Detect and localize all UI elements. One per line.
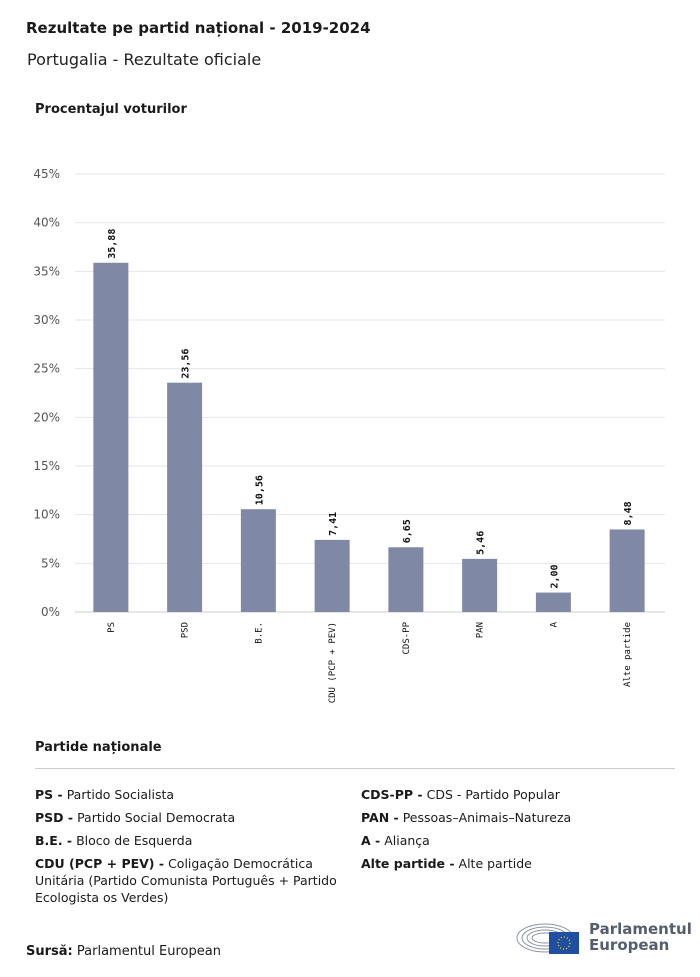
y-tick-label: 15% [33,459,60,473]
y-tick-label: 10% [33,508,60,522]
y-tick-label: 40% [33,216,60,230]
legend-item: PS - Partido Socialista [35,787,175,802]
y-tick-label: 20% [33,410,60,424]
legend-item: Alte partide - Alte partide [361,856,532,871]
legend-divider [35,768,675,769]
legend-title: Partide naționale [35,740,162,755]
bar [535,592,571,612]
data-label: 8,48 [623,501,634,525]
x-tick-label: Alte partide [623,622,633,687]
y-tick-label: 25% [33,362,60,376]
data-label: 5,46 [476,531,487,555]
bar [609,529,645,612]
bar-chart: 0% 5% 10% 15% 20% 25% 30% 35% 40% 45% 35,88 PS 23,56… [33,167,665,703]
y-tick-label: 35% [33,264,60,278]
x-tick-label: CDS-PP [402,621,412,654]
data-label: 35,88 [107,229,118,259]
page-title: Rezultate pe partid național - 2019-2024 [26,19,371,37]
y-tick-label: 5% [41,556,60,570]
legend-item: A - Aliança [361,833,430,848]
bar [388,547,424,612]
x-tick-label: CDU (PCP + PEV) [328,622,338,703]
legend-item: PAN - Pessoas–Animais–Natureza [361,810,572,825]
legend-item: B.E. - Bloco de Esquerda [35,833,193,848]
y-axis-label: Procentajul voturilor [35,102,187,117]
bar [167,382,203,612]
bar [314,539,350,612]
legend-right: CDS-PP - CDS - Partido Popular PAN - Pes… [361,786,681,878]
parliament-logo-icon [516,923,579,954]
data-label: 7,41 [328,512,339,536]
x-tick-label: B.E. [254,622,264,644]
legend-left: PS - Partido Socialista PSD - Partido So… [35,786,345,912]
page-subtitle: Portugalia - Rezultate oficiale [27,50,262,69]
x-tick-label: PSD [181,622,191,638]
y-tick-label: 0% [41,605,60,619]
x-tick-label: A [549,621,559,627]
source: Sursă: Parlamentul European [26,944,221,959]
legend-item: PSD - Partido Social Democrata [35,810,236,825]
data-label: 6,65 [402,519,413,543]
bar [93,262,129,612]
data-label: 10,56 [254,475,265,505]
legend-item: CDS-PP - CDS - Partido Popular [361,787,560,802]
bar [462,558,498,612]
legend-item: CDU (PCP + PEV) - Coligação Democrática … [35,856,337,905]
y-tick-label: 45% [33,167,60,181]
bar [240,509,276,612]
ep-logo: Parlamentul European [515,918,692,956]
x-tick-label: PS [107,622,117,633]
x-tick-label: PAN [476,622,486,638]
data-label: 23,56 [181,349,192,379]
data-label: 2,00 [549,564,560,588]
y-tick-label: 30% [33,313,60,327]
